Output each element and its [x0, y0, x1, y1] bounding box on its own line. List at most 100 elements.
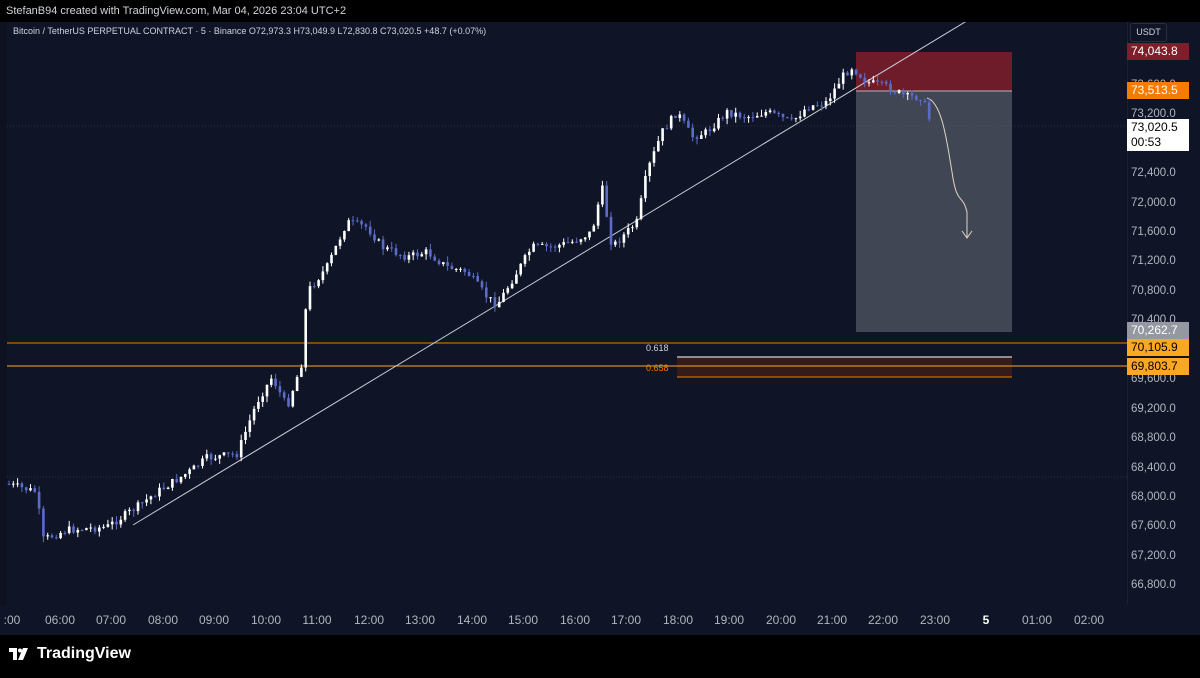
candle-body [583, 237, 587, 240]
candle-body [626, 228, 630, 235]
price-tick: 72,000.0 [1131, 197, 1176, 209]
candle-body [153, 496, 157, 498]
candle-body [704, 129, 707, 136]
candle-body [145, 499, 148, 503]
candle-body [416, 252, 419, 257]
candle-body [128, 509, 131, 512]
candle-body [399, 254, 402, 256]
candle-body [437, 260, 441, 265]
candle-body [798, 116, 802, 119]
candle-body [872, 80, 875, 83]
candle-body [424, 249, 428, 255]
candle-body [29, 488, 32, 491]
candle-body [674, 115, 677, 118]
tradingview-logo[interactable]: TradingView [9, 645, 131, 663]
candle-body [648, 162, 651, 177]
currency-button[interactable]: USDT [1130, 23, 1167, 42]
candle-body [244, 431, 247, 441]
candle-body [351, 220, 355, 222]
candle-body [201, 458, 204, 467]
candle-body [596, 204, 600, 226]
candlestick-chart[interactable] [7, 22, 1127, 605]
time-tick: 01:00 [1021, 613, 1053, 627]
candle-body [37, 491, 41, 509]
candle-body [115, 521, 118, 525]
candle-body [485, 287, 488, 298]
candle-body [700, 135, 703, 139]
candle-body [691, 127, 694, 138]
candle-body [575, 241, 578, 243]
footer-bar [0, 635, 1200, 678]
candle-body [467, 272, 471, 276]
candle-body [773, 110, 776, 113]
candle-body [209, 454, 213, 460]
candle-body [313, 286, 316, 288]
candle-body [876, 80, 879, 82]
candle-body [764, 112, 768, 116]
price-tick: 73,200.0 [1131, 108, 1176, 120]
candle-body [919, 99, 922, 101]
candle-body [824, 101, 828, 106]
candle-body [592, 225, 596, 232]
candle-body [98, 527, 101, 532]
candle-body [523, 255, 527, 264]
candle-body [708, 129, 712, 132]
candle-body [12, 483, 15, 485]
candle-body [743, 117, 746, 119]
candle-body [218, 455, 221, 459]
candle-body [747, 117, 750, 119]
price-tick: 67,600.0 [1131, 520, 1176, 532]
candle-body [829, 98, 832, 102]
candle-body [16, 483, 19, 485]
candle-body [317, 280, 320, 287]
credit-text: StefanB94 created with TradingView.com, … [6, 5, 347, 17]
candle-body [420, 254, 424, 257]
candle-body [549, 246, 553, 248]
candle-body [472, 275, 475, 277]
candle-body [841, 72, 845, 84]
candle-body [837, 83, 841, 89]
candle-body [265, 384, 269, 397]
time-tick: 06:00 [44, 613, 76, 627]
candle-body [231, 453, 234, 455]
candle-body [59, 532, 62, 539]
candle-body [897, 90, 901, 94]
chart-pane[interactable]: Bitcoin / TetherUS PERPETUAL CONTRACT · … [7, 22, 1127, 605]
time-tick: 17:00 [610, 613, 642, 627]
time-tick: 22:00 [867, 613, 899, 627]
candle-body [136, 502, 140, 512]
candle-body [227, 452, 230, 454]
time-tick: 14:00 [456, 613, 488, 627]
candle-body [235, 454, 239, 458]
candle-body [768, 110, 772, 113]
candle-body [179, 476, 183, 483]
price-tick: 68,800.0 [1131, 432, 1176, 444]
last-price-tag: 73,020.5 [1127, 119, 1189, 136]
candle-body [252, 408, 256, 421]
price-tick: 68,400.0 [1131, 462, 1176, 474]
time-axis[interactable] [0, 605, 1200, 635]
trend-line [132, 22, 967, 526]
candle-body [712, 128, 716, 132]
candle-body [295, 376, 299, 392]
candle-body [536, 243, 540, 245]
candle-body [282, 392, 286, 398]
price-tick: 66,800.0 [1131, 579, 1176, 591]
candle-body [184, 474, 187, 477]
candle-body [390, 247, 393, 249]
candle-body [562, 242, 565, 245]
candle-body [205, 454, 209, 459]
candle-body [790, 117, 793, 119]
price-tick: 72,400.0 [1131, 167, 1176, 179]
candle-body [85, 528, 88, 531]
candle-body [278, 386, 282, 393]
price-tick: 68,000.0 [1131, 491, 1176, 503]
candle-body [110, 521, 114, 525]
candle-body [889, 83, 892, 92]
candle-body [356, 220, 359, 222]
candle-body [528, 251, 531, 256]
candle-body [89, 527, 92, 529]
candle-body [20, 483, 24, 488]
candle-body [532, 243, 535, 252]
candle-body [360, 220, 363, 225]
